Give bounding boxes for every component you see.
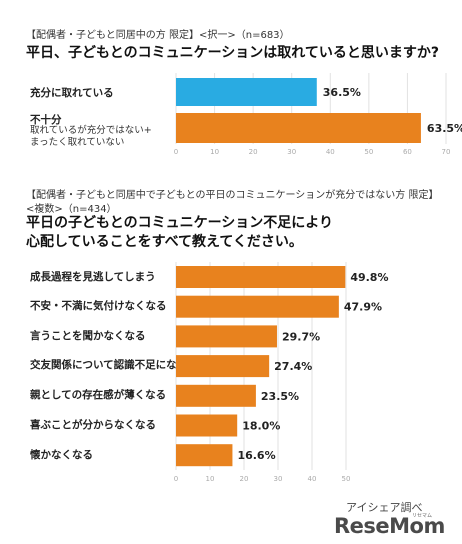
chart2-category-label: 親としての存在感が薄くなる xyxy=(30,389,167,401)
chart2-value-label: 29.7% xyxy=(282,330,320,343)
chart2-bar xyxy=(176,444,233,467)
chart2-bar xyxy=(176,384,256,407)
chart2-meta-sub: <複数>（n=434） xyxy=(26,204,117,215)
chart2-category-label: 喜ぶことが分からなくなる xyxy=(30,419,156,431)
chart1-value-label: 63.5% xyxy=(427,122,462,135)
chart2-bar xyxy=(176,295,339,318)
chart2-category-label: 成長過程を見逃してしまう xyxy=(30,271,156,283)
chart2-title-line1: 平日の子どもとのコミュニケーション不足により xyxy=(26,215,334,231)
chart2-tick-label: 50 xyxy=(342,475,351,483)
chart2-tick-label: 30 xyxy=(274,475,283,483)
chart2-category-label: 交友関係について認識不足になる xyxy=(30,359,188,371)
chart1-bar xyxy=(176,113,421,143)
chart2-tick-label: 0 xyxy=(174,475,178,483)
chart1-category-sublabel: 取れているが充分ではない+ まったく取れていない xyxy=(30,125,152,148)
chart1-tick-label: 20 xyxy=(249,148,258,156)
chart1-category-label: 不十分 xyxy=(30,114,62,126)
chart1-tick-label: 50 xyxy=(364,148,373,156)
chart2-value-label: 47.9% xyxy=(344,301,382,314)
chart2-category-label: 言うことを聞かなくなる xyxy=(30,330,146,342)
chart2-title-line2: 心配していることをすべて教えてください。 xyxy=(26,234,303,250)
chart2-value-label: 16.6% xyxy=(237,449,275,462)
chart2-tick-label: 40 xyxy=(308,475,317,483)
chart2-value-label: 49.8% xyxy=(350,271,388,284)
chart1-tick-label: 10 xyxy=(210,148,219,156)
chart1-meta: 【配偶者・子どもと同居中の方 限定】<択一>（n=683） xyxy=(26,30,290,41)
logo-ruby: リセマム xyxy=(412,513,433,519)
chart1-bar xyxy=(176,78,317,106)
resemom-logo: ReseMom xyxy=(334,514,445,538)
chart2-bar xyxy=(176,266,346,288)
chart2-tick-label: 10 xyxy=(206,475,215,483)
chart2-tick-label: 20 xyxy=(240,475,249,483)
chart2-bar xyxy=(176,414,238,437)
chart1-tick-label: 0 xyxy=(174,148,178,156)
chart2-value-label: 23.5% xyxy=(261,390,299,403)
chart2-value-label: 18.0% xyxy=(242,420,280,433)
chart1-category-label: 充分に取れている xyxy=(30,87,114,99)
chart2-category-label: 不安・不満に気付けなくなる xyxy=(30,300,167,312)
chart1-value-label: 36.5% xyxy=(323,86,361,99)
chart1-tick-label: 70 xyxy=(442,148,451,156)
chart1-tick-label: 60 xyxy=(403,148,412,156)
chart1-title: 平日、子どもとのコミュニケーションは取れていると思いますか? xyxy=(26,45,439,61)
chart2-bar xyxy=(176,355,270,378)
chart2-bar xyxy=(176,325,277,348)
survey-credit: アイシェア調べ xyxy=(346,501,423,514)
chart2-category-label: 懐かなくなる xyxy=(30,449,93,461)
chart1-tick-label: 30 xyxy=(287,148,296,156)
chart2-value-label: 27.4% xyxy=(274,360,312,373)
chart2-meta: 【配偶者・子どもと同居中で子どもとの平日のコミュニケーションが充分ではない方 限… xyxy=(26,190,439,201)
chart1-tick-label: 40 xyxy=(326,148,335,156)
